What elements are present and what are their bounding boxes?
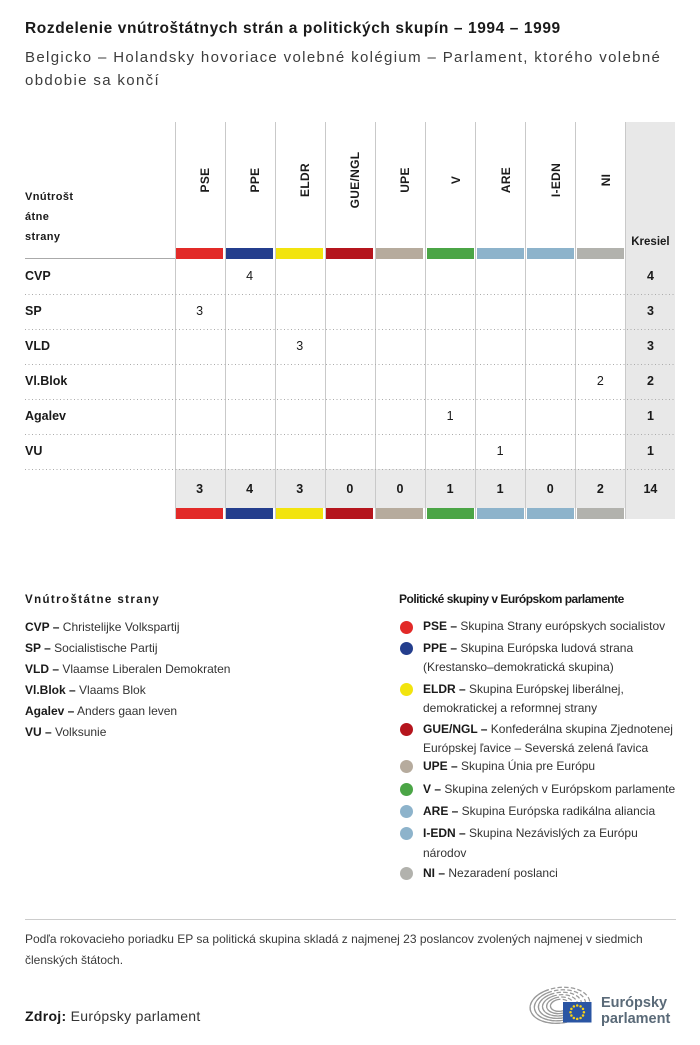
- svg-text:Európsky: Európsky: [601, 995, 667, 1011]
- svg-text:parlament: parlament: [601, 1011, 670, 1027]
